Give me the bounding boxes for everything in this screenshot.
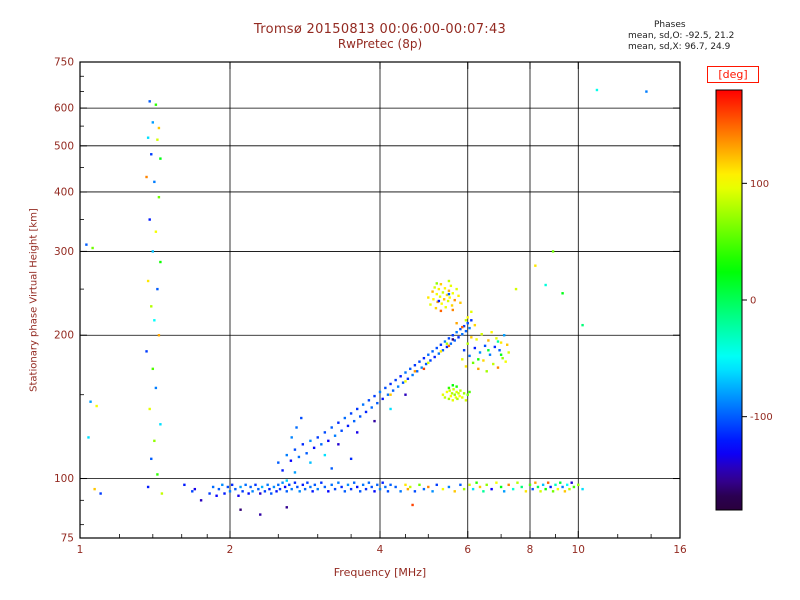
svg-text:400: 400	[54, 186, 74, 198]
svg-text:8: 8	[527, 544, 534, 556]
colorbar-units-label: [deg]	[707, 66, 759, 83]
grid-lines	[80, 62, 680, 538]
phase-stats-block: Phases mean, sd,O: -92.5, 21.2 mean, sd,…	[628, 20, 798, 53]
svg-text:10: 10	[572, 544, 585, 556]
axis-tick-labels: 1 2 4 6 8 10 16 75 100 200 300 400 500 600 750	[54, 57, 687, 557]
phase-stats-title: Phases	[654, 20, 686, 30]
x-axis-title: Frequency [MHz]	[333, 566, 427, 579]
svg-text:300: 300	[54, 246, 74, 258]
svg-text:100: 100	[54, 473, 74, 485]
svg-text:4: 4	[377, 544, 384, 556]
svg-text:100: 100	[750, 179, 769, 190]
chart-subtitle: RwPretec (8p)	[337, 37, 423, 51]
colorbar: 100 0 -100	[715, 89, 773, 511]
svg-text:1: 1	[77, 544, 84, 556]
svg-text:-100: -100	[750, 412, 773, 423]
colorbar-gradient	[715, 89, 743, 511]
svg-text:6: 6	[464, 544, 471, 556]
svg-text:0: 0	[750, 296, 756, 307]
chart-title: Tromsø 20150813 00:06:00-00:07:43	[253, 22, 507, 37]
phase-stats-x-mode: mean, sd,X: 96.7, 24.9	[628, 42, 731, 52]
data-points	[85, 88, 648, 516]
svg-text:16: 16	[673, 544, 687, 556]
svg-text:600: 600	[54, 103, 74, 115]
svg-text:750: 750	[54, 57, 74, 69]
svg-text:2: 2	[227, 544, 234, 556]
svg-text:75: 75	[61, 533, 74, 545]
svg-text:200: 200	[54, 330, 74, 342]
axis-ticks	[79, 61, 681, 539]
phase-stats-o-mode: mean, sd,O: -92.5, 21.2	[628, 31, 735, 41]
svg-text:500: 500	[54, 140, 74, 152]
